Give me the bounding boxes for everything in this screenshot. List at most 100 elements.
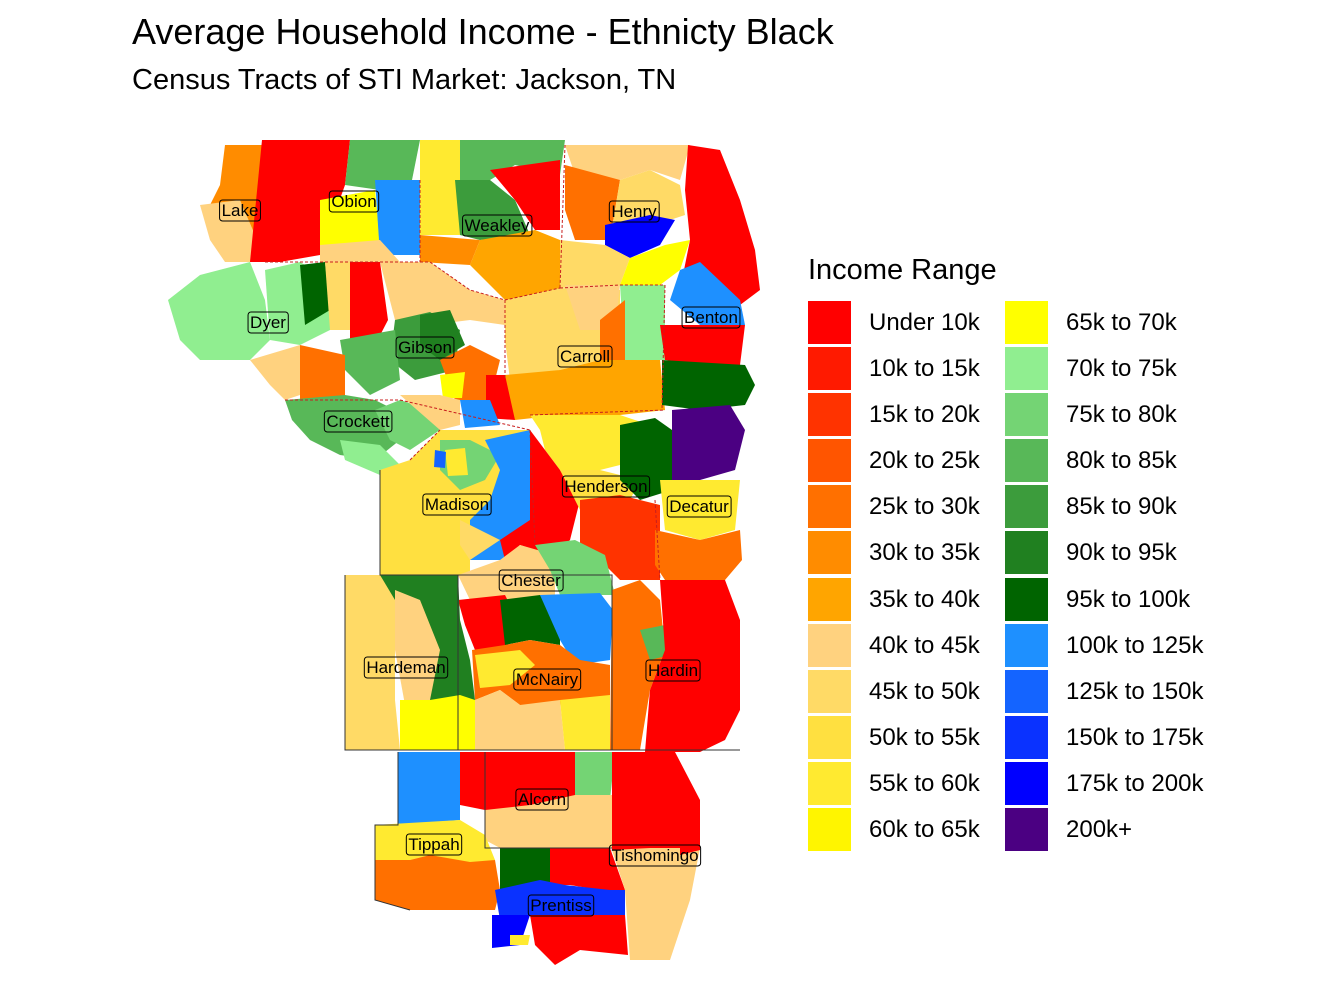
county-label-box: [557, 345, 613, 368]
county-labels: Lake Obion Weakley Henry Dyer Gibson Carroll Be…: [219, 190, 741, 917]
tract: [345, 140, 420, 190]
tract: [500, 595, 560, 645]
tract: [620, 418, 672, 500]
tract: [420, 180, 460, 235]
county-label-box: [513, 668, 582, 691]
legend-title: Income Range: [808, 254, 997, 286]
county-label-box: [608, 844, 702, 867]
map-title: Average Household Income - Ethnicty Blac…: [132, 11, 834, 52]
tract: [620, 285, 665, 360]
legend-label: 20k to 25k: [869, 447, 980, 475]
tract: [345, 575, 400, 750]
county-label-box: [247, 311, 289, 334]
county-name: Hardeman: [366, 658, 445, 677]
legend-swatch: [1005, 577, 1048, 621]
tract: [458, 545, 555, 600]
county-label-dyer: Dyer: [247, 311, 289, 334]
county-label-box: [645, 659, 701, 682]
legend-label: 100k to 125k: [1066, 631, 1204, 659]
tract: [420, 140, 465, 180]
tract: [350, 262, 388, 345]
legend-swatch: [808, 761, 851, 805]
legend-swatch: [808, 669, 851, 713]
tract: [490, 160, 560, 230]
legend-label: 125k to 150k: [1066, 677, 1204, 705]
county-label-box: [219, 199, 261, 222]
county-label-box: [363, 656, 449, 679]
tract: [610, 580, 665, 750]
legend-swatch: [1005, 393, 1048, 437]
county-label-tippah: Tippah: [405, 833, 463, 856]
tract: [420, 235, 480, 265]
legend-swatch: [1005, 347, 1048, 391]
legend-swatch: [808, 301, 851, 344]
county-label-chester: Chester: [498, 569, 564, 592]
legend-label: 65k to 70k: [1066, 309, 1177, 336]
legend-swatch: [1005, 439, 1048, 483]
tract: [398, 752, 460, 825]
county-label-gibson: Gibson: [395, 336, 455, 359]
county-name: Prentiss: [530, 896, 591, 915]
tract: [485, 795, 612, 848]
county-label-box: [395, 336, 455, 359]
tract: [495, 880, 625, 920]
county-label-box: [328, 190, 380, 213]
tract: [600, 300, 625, 360]
legend-swatch: [1005, 669, 1048, 713]
county-name: McNairy: [516, 670, 579, 689]
tract: [340, 330, 400, 395]
state-boundaries: [344, 470, 740, 911]
tract: [200, 200, 255, 262]
county-label-box: [666, 495, 732, 518]
tract: [565, 145, 690, 180]
tract: [672, 405, 745, 480]
tract: [470, 230, 560, 300]
tract: [535, 540, 615, 595]
legend-label: 95k to 100k: [1066, 585, 1191, 613]
legend-label: 55k to 60k: [869, 769, 980, 797]
county-label-hardeman: Hardeman: [363, 656, 449, 679]
county-boundaries: [265, 144, 666, 581]
tract: [440, 372, 465, 398]
county-name: Tippah: [408, 835, 459, 854]
legend-label: 35k to 40k: [869, 585, 980, 613]
county-name: Henderson: [564, 477, 647, 496]
county-label-crockett: Crockett: [323, 410, 393, 433]
tract: [620, 240, 690, 285]
county-label-mcnairy: McNairy: [513, 668, 582, 691]
legend-swatch: [1005, 531, 1048, 575]
legend-swatch: [1005, 623, 1048, 667]
legend-swatch: [1005, 485, 1048, 529]
legend-swatch: [808, 577, 851, 621]
tract: [530, 915, 628, 965]
tract: [455, 180, 530, 240]
legend-swatch: [808, 715, 851, 759]
tract: [380, 262, 505, 325]
tract: [655, 530, 742, 580]
county-name: Henry: [611, 202, 657, 221]
tract: [375, 180, 420, 255]
census-tracts: [168, 140, 760, 965]
tract: [460, 520, 500, 560]
county-name: Crockett: [326, 412, 390, 431]
county-name: Dyer: [250, 313, 286, 332]
tract: [475, 690, 565, 750]
county-label-box: [323, 410, 393, 433]
county-name: Madison: [425, 495, 489, 514]
tract: [460, 752, 575, 810]
county-label-box: [608, 200, 660, 223]
county-label-box: [462, 214, 533, 237]
legend-label: 90k to 95k: [1066, 539, 1177, 567]
tract: [670, 262, 745, 325]
county-label-weakley: Weakley: [462, 214, 533, 237]
legend-label: 10k to 15k: [869, 355, 980, 383]
map-subtitle: Census Tracts of STI Market: Jackson, TN: [132, 64, 677, 96]
legend-label: 85k to 90k: [1066, 493, 1177, 521]
legend-swatch: [1005, 761, 1048, 805]
county-name: Obion: [331, 192, 376, 211]
county-label-lake: Lake: [219, 199, 261, 222]
tract: [168, 262, 270, 360]
county-name: Hardin: [648, 661, 698, 680]
tract: [662, 360, 755, 410]
legend-label: 80k to 85k: [1066, 447, 1177, 475]
